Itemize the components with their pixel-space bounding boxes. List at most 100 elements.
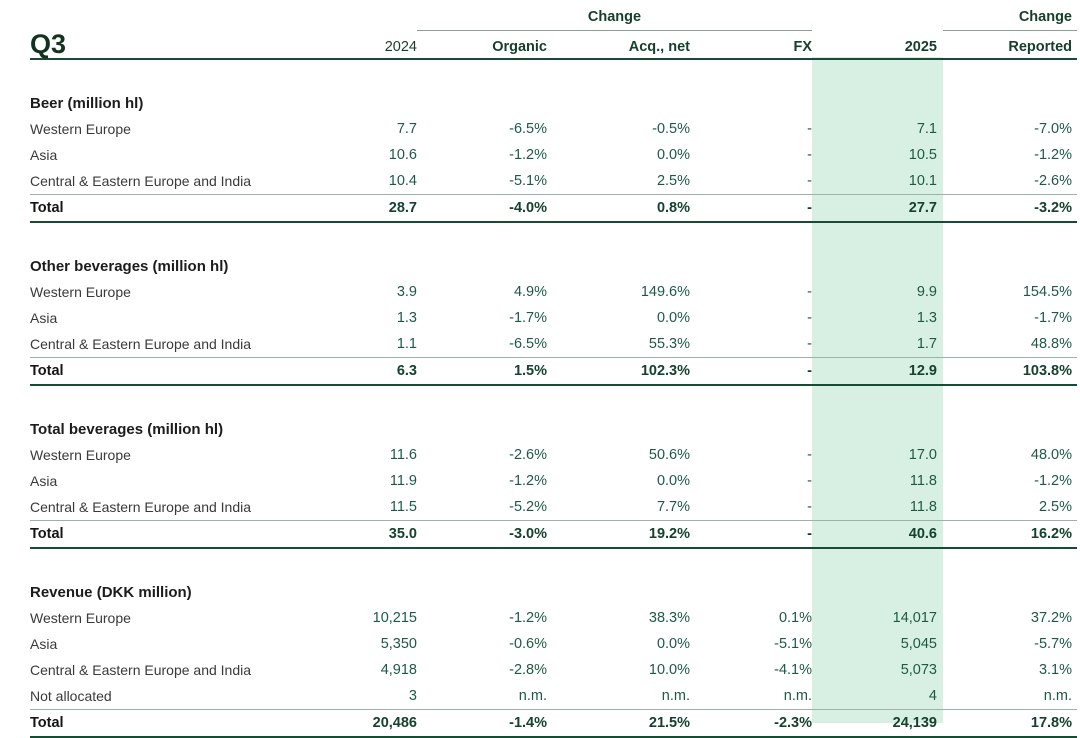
row-label: Central & Eastern Europe and India: [30, 499, 252, 515]
row-value: -5.2%: [509, 499, 547, 515]
row-label: Central & Eastern Europe and India: [30, 173, 252, 189]
row-value: -: [807, 284, 812, 300]
total-value: 19.2%: [648, 526, 690, 542]
row-value: 0.0%: [656, 310, 690, 326]
table-row-asia: Asia 1.3 -1.7% 0.0% - 1.3 -1.7%: [30, 305, 1077, 331]
total-value: -: [807, 526, 812, 542]
section-title: Revenue (DKK million): [30, 583, 192, 601]
row-value: 10.6: [388, 147, 417, 163]
row-value: -: [807, 310, 812, 326]
table-row-asia: Asia 5,350 -0.6% 0.0% -5.1% 5,045 -5.7%: [30, 631, 1077, 657]
table-row-western-europe: Western Europe 7.7 -6.5% -0.5% - 7.1 -7.0%: [30, 116, 1077, 142]
section-title: Beer (million hl): [30, 94, 144, 112]
row-value: 17.0: [908, 447, 937, 463]
total-value: 102.3%: [640, 363, 690, 379]
row-value: -6.5%: [509, 121, 547, 137]
total-label: Total: [30, 526, 64, 542]
row-value: -0.6%: [509, 636, 547, 652]
row-value: 14,017: [892, 610, 937, 626]
table-header: Change Change Q3 2024 Organic Acq., net …: [30, 5, 1077, 60]
row-value: 11.8: [909, 499, 937, 515]
total-value: 40.6: [908, 526, 937, 542]
row-value: 50.6%: [648, 447, 690, 463]
row-value: -5.1%: [774, 636, 812, 652]
table-body: Beer (million hl) Western Europe 7.7 -6.5% -…: [30, 60, 1077, 738]
total-value: 103.8%: [1022, 363, 1072, 379]
total-value: 35.0: [388, 526, 417, 542]
total-value: 24,139: [892, 715, 937, 731]
row-value: -: [807, 121, 812, 137]
row-value: 38.3%: [648, 610, 690, 626]
row-value: 37.2%: [1030, 610, 1072, 626]
row-value: 7.1: [916, 121, 937, 137]
row-value: -2.8%: [509, 662, 547, 678]
row-value: n.m.: [1043, 688, 1072, 704]
total-label: Total: [30, 363, 64, 379]
row-value: 0.0%: [656, 473, 690, 489]
row-value: 149.6%: [640, 284, 690, 300]
total-label: Total: [30, 715, 64, 731]
row-value: 10.0%: [648, 662, 690, 678]
row-value: 2.5%: [1038, 499, 1072, 515]
total-value: 28.7: [388, 200, 417, 216]
total-value: 20,486: [372, 715, 417, 731]
row-label: Central & Eastern Europe and India: [30, 662, 252, 678]
row-value: -1.2%: [509, 473, 547, 489]
row-value: 5,350: [380, 636, 417, 652]
header-columns-row: Q3 2024 Organic Acq., net FX 2025 Report…: [30, 29, 1077, 59]
row-value: -: [807, 499, 812, 515]
total-value: -2.3%: [774, 715, 812, 731]
row-value: -2.6%: [1034, 173, 1072, 189]
table-row-western-europe: Western Europe 10,215 -1.2% 38.3% 0.1% 14,017…: [30, 605, 1077, 631]
row-value: -1.2%: [509, 610, 547, 626]
row-value: 7.7%: [656, 499, 690, 515]
row-value: 48.8%: [1030, 336, 1072, 352]
row-label: Western Europe: [30, 284, 131, 300]
column-header-2024: 2024: [384, 39, 417, 55]
row-label: Not allocated: [30, 688, 112, 704]
column-header-fx: FX: [793, 39, 812, 55]
section-beer-million-hl: Beer (million hl) Western Europe 7.7 -6.5% -…: [30, 60, 1077, 223]
row-value: 9.9: [916, 284, 937, 300]
section-other-beverages-million-hl: Other beverages (million hl) Western Euro…: [30, 223, 1077, 386]
section-title: Other beverages (million hl): [30, 257, 229, 275]
header-group-row: Change Change: [30, 5, 1077, 31]
row-value: -7.0%: [1034, 121, 1072, 137]
table-row-total: Total 20,486 -1.4% 21.5% -2.3% 24,139 17.8%: [30, 709, 1077, 738]
total-value: -: [807, 363, 812, 379]
row-value: 7.7: [396, 121, 417, 137]
column-header-acq-net: Acq., net: [628, 39, 690, 55]
row-value: n.m.: [518, 688, 547, 704]
section-revenue-dkk-million: Revenue (DKK million) Western Europe 10,21…: [30, 549, 1077, 738]
row-value: 3.9: [396, 284, 417, 300]
row-value: -5.7%: [1034, 636, 1072, 652]
table-row-asia: Asia 10.6 -1.2% 0.0% - 10.5 -1.2%: [30, 142, 1077, 168]
row-label: Asia: [30, 310, 58, 326]
table-row-total: Total 6.3 1.5% 102.3% - 12.9 103.8%: [30, 357, 1077, 386]
row-value: 10.5: [908, 147, 937, 163]
row-value: 11.5: [389, 499, 417, 515]
row-value: -2.6%: [509, 447, 547, 463]
change-group-header: Change: [417, 9, 812, 31]
row-label: Asia: [30, 147, 58, 163]
row-value: -1.2%: [509, 147, 547, 163]
total-value: 17.8%: [1030, 715, 1072, 731]
row-label: Asia: [30, 473, 58, 489]
row-value: -5.1%: [509, 173, 547, 189]
row-value: n.m.: [783, 688, 812, 704]
row-value: 10,215: [372, 610, 417, 626]
row-value: -: [807, 336, 812, 352]
row-value: 154.5%: [1022, 284, 1072, 300]
row-value: n.m.: [661, 688, 690, 704]
row-value: 10.1: [908, 173, 937, 189]
row-label: Asia: [30, 636, 58, 652]
column-header-organic: Organic: [492, 39, 547, 55]
total-value: 16.2%: [1030, 526, 1072, 542]
page-title: Q3: [30, 29, 67, 59]
row-value: -: [807, 447, 812, 463]
row-value: 1.7: [916, 336, 937, 352]
change-reported-group-header: Change: [943, 9, 1077, 31]
total-value: 12.9: [908, 363, 937, 379]
total-label: Total: [30, 200, 64, 216]
row-value: -0.5%: [652, 121, 690, 137]
